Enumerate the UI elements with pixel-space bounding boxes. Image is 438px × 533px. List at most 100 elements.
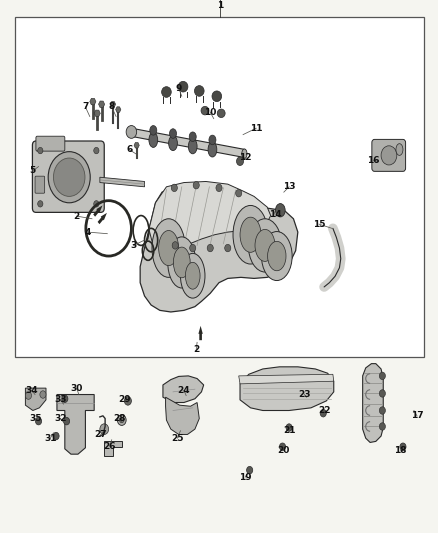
- Text: 29: 29: [119, 395, 131, 405]
- Ellipse shape: [208, 142, 217, 157]
- Polygon shape: [104, 441, 122, 456]
- Text: 26: 26: [103, 442, 116, 451]
- Circle shape: [193, 181, 199, 189]
- Text: 31: 31: [44, 434, 57, 443]
- Ellipse shape: [233, 205, 268, 264]
- Polygon shape: [25, 388, 46, 410]
- Text: 4: 4: [85, 228, 91, 237]
- Text: 7: 7: [82, 102, 88, 111]
- Polygon shape: [149, 181, 271, 246]
- Text: 18: 18: [395, 446, 407, 455]
- Ellipse shape: [217, 109, 225, 118]
- Text: 14: 14: [269, 210, 281, 219]
- Text: 19: 19: [239, 473, 251, 482]
- Circle shape: [117, 415, 126, 425]
- Text: 34: 34: [25, 386, 38, 395]
- Circle shape: [38, 200, 43, 207]
- Ellipse shape: [152, 219, 185, 277]
- Text: 1: 1: [217, 1, 223, 10]
- Text: 11: 11: [250, 124, 262, 133]
- Text: 30: 30: [71, 384, 83, 393]
- Ellipse shape: [189, 132, 196, 142]
- Text: 2: 2: [193, 345, 199, 354]
- FancyBboxPatch shape: [35, 176, 45, 193]
- Ellipse shape: [396, 144, 403, 156]
- Circle shape: [171, 184, 177, 191]
- FancyBboxPatch shape: [32, 141, 104, 212]
- Circle shape: [379, 407, 385, 414]
- Text: 22: 22: [318, 406, 330, 415]
- FancyBboxPatch shape: [372, 140, 406, 172]
- Ellipse shape: [169, 136, 177, 151]
- Ellipse shape: [201, 107, 209, 115]
- Ellipse shape: [240, 217, 261, 252]
- Text: 21: 21: [283, 426, 295, 435]
- Polygon shape: [131, 128, 245, 158]
- Circle shape: [381, 146, 397, 165]
- Circle shape: [216, 184, 222, 191]
- Circle shape: [126, 126, 137, 139]
- Ellipse shape: [168, 237, 196, 288]
- Polygon shape: [239, 374, 334, 384]
- Text: 8: 8: [109, 102, 115, 111]
- Polygon shape: [166, 397, 199, 434]
- Polygon shape: [363, 364, 383, 442]
- Ellipse shape: [149, 133, 158, 148]
- Text: 23: 23: [298, 390, 311, 399]
- Text: 3: 3: [131, 241, 137, 250]
- Text: 12: 12: [239, 153, 251, 162]
- Polygon shape: [100, 177, 145, 187]
- Ellipse shape: [268, 241, 286, 271]
- Bar: [15, 18, 424, 357]
- Ellipse shape: [255, 229, 275, 261]
- Circle shape: [379, 372, 385, 379]
- Text: 27: 27: [95, 430, 107, 439]
- Circle shape: [94, 200, 99, 207]
- Ellipse shape: [242, 149, 247, 159]
- Polygon shape: [57, 394, 94, 454]
- Ellipse shape: [180, 253, 205, 298]
- Circle shape: [40, 391, 46, 398]
- Text: 24: 24: [178, 386, 190, 395]
- Text: 25: 25: [171, 434, 184, 443]
- Circle shape: [120, 417, 124, 423]
- Ellipse shape: [173, 247, 190, 278]
- Text: 10: 10: [204, 108, 216, 117]
- Circle shape: [48, 152, 90, 203]
- Circle shape: [35, 417, 42, 425]
- Text: 9: 9: [176, 84, 182, 93]
- Text: 35: 35: [30, 414, 42, 423]
- Text: 32: 32: [54, 414, 67, 423]
- Ellipse shape: [209, 135, 216, 145]
- Ellipse shape: [185, 262, 200, 289]
- Circle shape: [53, 158, 85, 196]
- Ellipse shape: [159, 230, 179, 265]
- Circle shape: [207, 244, 213, 252]
- Circle shape: [225, 244, 231, 252]
- Circle shape: [237, 157, 244, 166]
- Circle shape: [94, 148, 99, 154]
- Circle shape: [62, 395, 68, 402]
- Circle shape: [379, 423, 385, 430]
- Ellipse shape: [194, 86, 204, 96]
- Circle shape: [247, 466, 253, 474]
- Text: 28: 28: [113, 414, 125, 423]
- Text: 13: 13: [283, 182, 295, 191]
- Text: 5: 5: [30, 166, 36, 175]
- Circle shape: [100, 424, 109, 434]
- Ellipse shape: [150, 126, 157, 135]
- Text: 15: 15: [313, 220, 325, 229]
- Text: 20: 20: [278, 446, 290, 455]
- FancyArrow shape: [93, 205, 102, 217]
- Circle shape: [190, 244, 196, 252]
- Text: 17: 17: [411, 411, 423, 421]
- Ellipse shape: [261, 231, 292, 280]
- FancyBboxPatch shape: [36, 136, 65, 151]
- Circle shape: [379, 390, 385, 397]
- Text: 6: 6: [126, 145, 132, 154]
- Circle shape: [53, 432, 59, 440]
- Text: 2: 2: [74, 212, 80, 221]
- Circle shape: [38, 148, 43, 154]
- Ellipse shape: [188, 139, 197, 154]
- Circle shape: [25, 392, 32, 399]
